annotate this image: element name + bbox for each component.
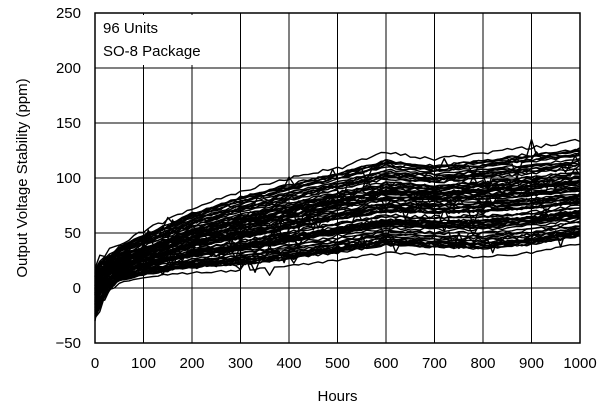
y-tick-labels: −50 0 50 100 150 200 250 xyxy=(56,5,81,352)
y-tick-label: 150 xyxy=(56,115,81,132)
y-tick-label: 0 xyxy=(73,280,81,297)
series-line xyxy=(94,154,581,272)
x-tick-label: 800 xyxy=(470,355,495,372)
annotation-package: SO-8 Package xyxy=(103,43,201,60)
x-tick-label: 0 xyxy=(91,355,99,372)
y-tick-label: −50 xyxy=(56,335,81,352)
x-tick-label: 600 xyxy=(373,355,398,372)
series-line xyxy=(94,200,581,292)
series-line xyxy=(94,227,581,311)
series-line xyxy=(94,227,581,308)
series-line xyxy=(94,207,581,301)
y-axis-title: Output Voltage Stability (ppm) xyxy=(14,78,31,277)
series-line xyxy=(94,180,581,285)
y-tick-label: 200 xyxy=(56,60,81,77)
series-lines xyxy=(94,138,581,322)
y-tick-label: 100 xyxy=(56,170,81,187)
series-line xyxy=(94,220,581,308)
series-line xyxy=(94,155,581,271)
annotation-box: 96 Units SO-8 Package xyxy=(97,15,237,65)
series-line xyxy=(94,194,581,292)
x-tick-label: 100 xyxy=(131,355,156,372)
x-tick-label: 300 xyxy=(228,355,253,372)
x-tick-label: 700 xyxy=(422,355,447,372)
series-line xyxy=(94,198,581,293)
annotation-units: 96 Units xyxy=(103,20,158,37)
series-line xyxy=(94,148,581,270)
x-axis-title: Hours xyxy=(317,388,357,405)
series-line xyxy=(94,189,581,290)
x-tick-label: 200 xyxy=(179,355,204,372)
series-line xyxy=(94,185,581,283)
x-tick-label: 1000 xyxy=(563,355,596,372)
series-line xyxy=(94,204,580,296)
x-tick-label: 500 xyxy=(325,355,350,372)
x-tick-label: 900 xyxy=(519,355,544,372)
x-tick-label: 400 xyxy=(276,355,301,372)
series-line xyxy=(94,189,581,282)
x-tick-labels: 0 100 200 300 400 500 600 700 800 900 1000 xyxy=(91,355,597,372)
series-line xyxy=(94,209,581,301)
plot-frame xyxy=(94,12,581,344)
series-line xyxy=(94,172,581,277)
series-line xyxy=(94,231,581,316)
series-line xyxy=(94,172,581,284)
y-tick-label: 50 xyxy=(64,225,81,242)
annotation-background xyxy=(97,15,237,65)
series-line xyxy=(94,243,581,319)
y-tick-label: 250 xyxy=(56,5,81,22)
series-line xyxy=(94,159,581,277)
series-line xyxy=(94,138,581,269)
series-line xyxy=(94,176,581,281)
